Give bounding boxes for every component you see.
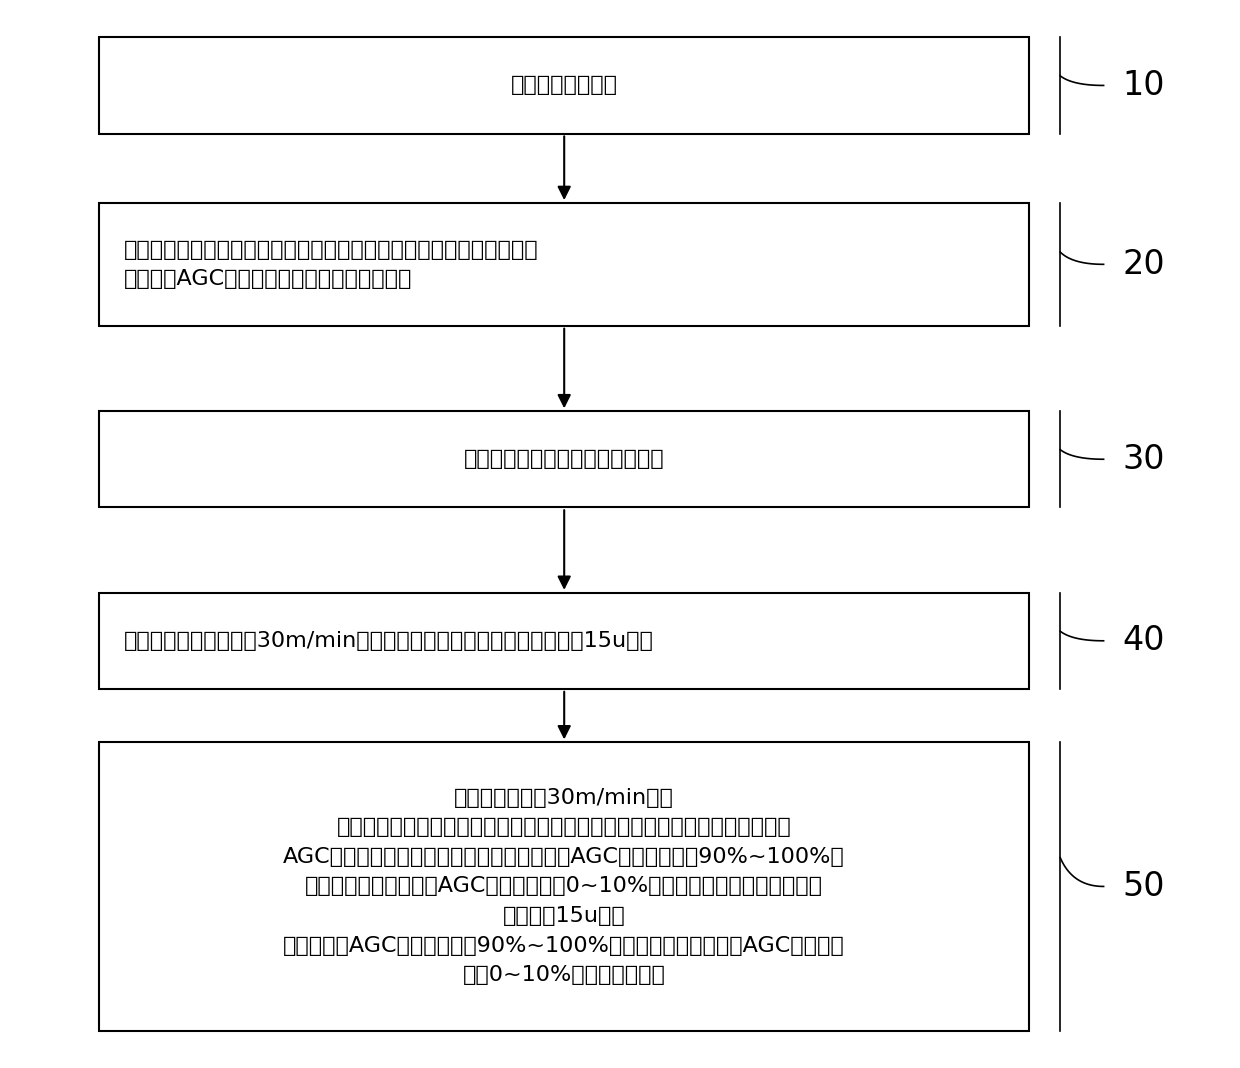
Text: 40: 40 xyxy=(1122,625,1164,657)
FancyBboxPatch shape xyxy=(99,593,1029,689)
Text: 30: 30 xyxy=(1122,443,1164,475)
Text: 当轧机速度达到30m/min以上
时，投入秒流量自动增益控制模块工作，秒流量自动增益控制模块产生秒流量
AGC控制信号并输入液压辊缝控制系统，后馈AGC控制信号: 当轧机速度达到30m/min以上 时，投入秒流量自动增益控制模块工作，秒流量自动… xyxy=(283,787,846,986)
FancyBboxPatch shape xyxy=(99,37,1029,134)
FancyBboxPatch shape xyxy=(99,411,1029,507)
FancyBboxPatch shape xyxy=(99,742,1029,1031)
FancyBboxPatch shape xyxy=(99,203,1029,326)
Text: 当轧机开启时投入后馈自动增益控制模块工作，后馈自动增益控制模块
发出后馈AGC控制信号输入液压辊缝控制系统: 当轧机开启时投入后馈自动增益控制模块工作，后馈自动增益控制模块 发出后馈AGC控… xyxy=(124,239,538,289)
Text: 50: 50 xyxy=(1122,870,1164,902)
Text: 10: 10 xyxy=(1122,69,1164,101)
Text: 20: 20 xyxy=(1122,248,1164,281)
Text: 检测轧机是否开启: 检测轧机是否开启 xyxy=(511,76,618,95)
Text: 实时获取轧机速度及带钢厚度偏差: 实时获取轧机速度及带钢厚度偏差 xyxy=(464,450,665,469)
Text: 判定轧机速度是否达到30m/min以上，以及判定带钢厚度偏差是否达到15u以下: 判定轧机速度是否达到30m/min以上，以及判定带钢厚度偏差是否达到15u以下 xyxy=(124,631,653,650)
